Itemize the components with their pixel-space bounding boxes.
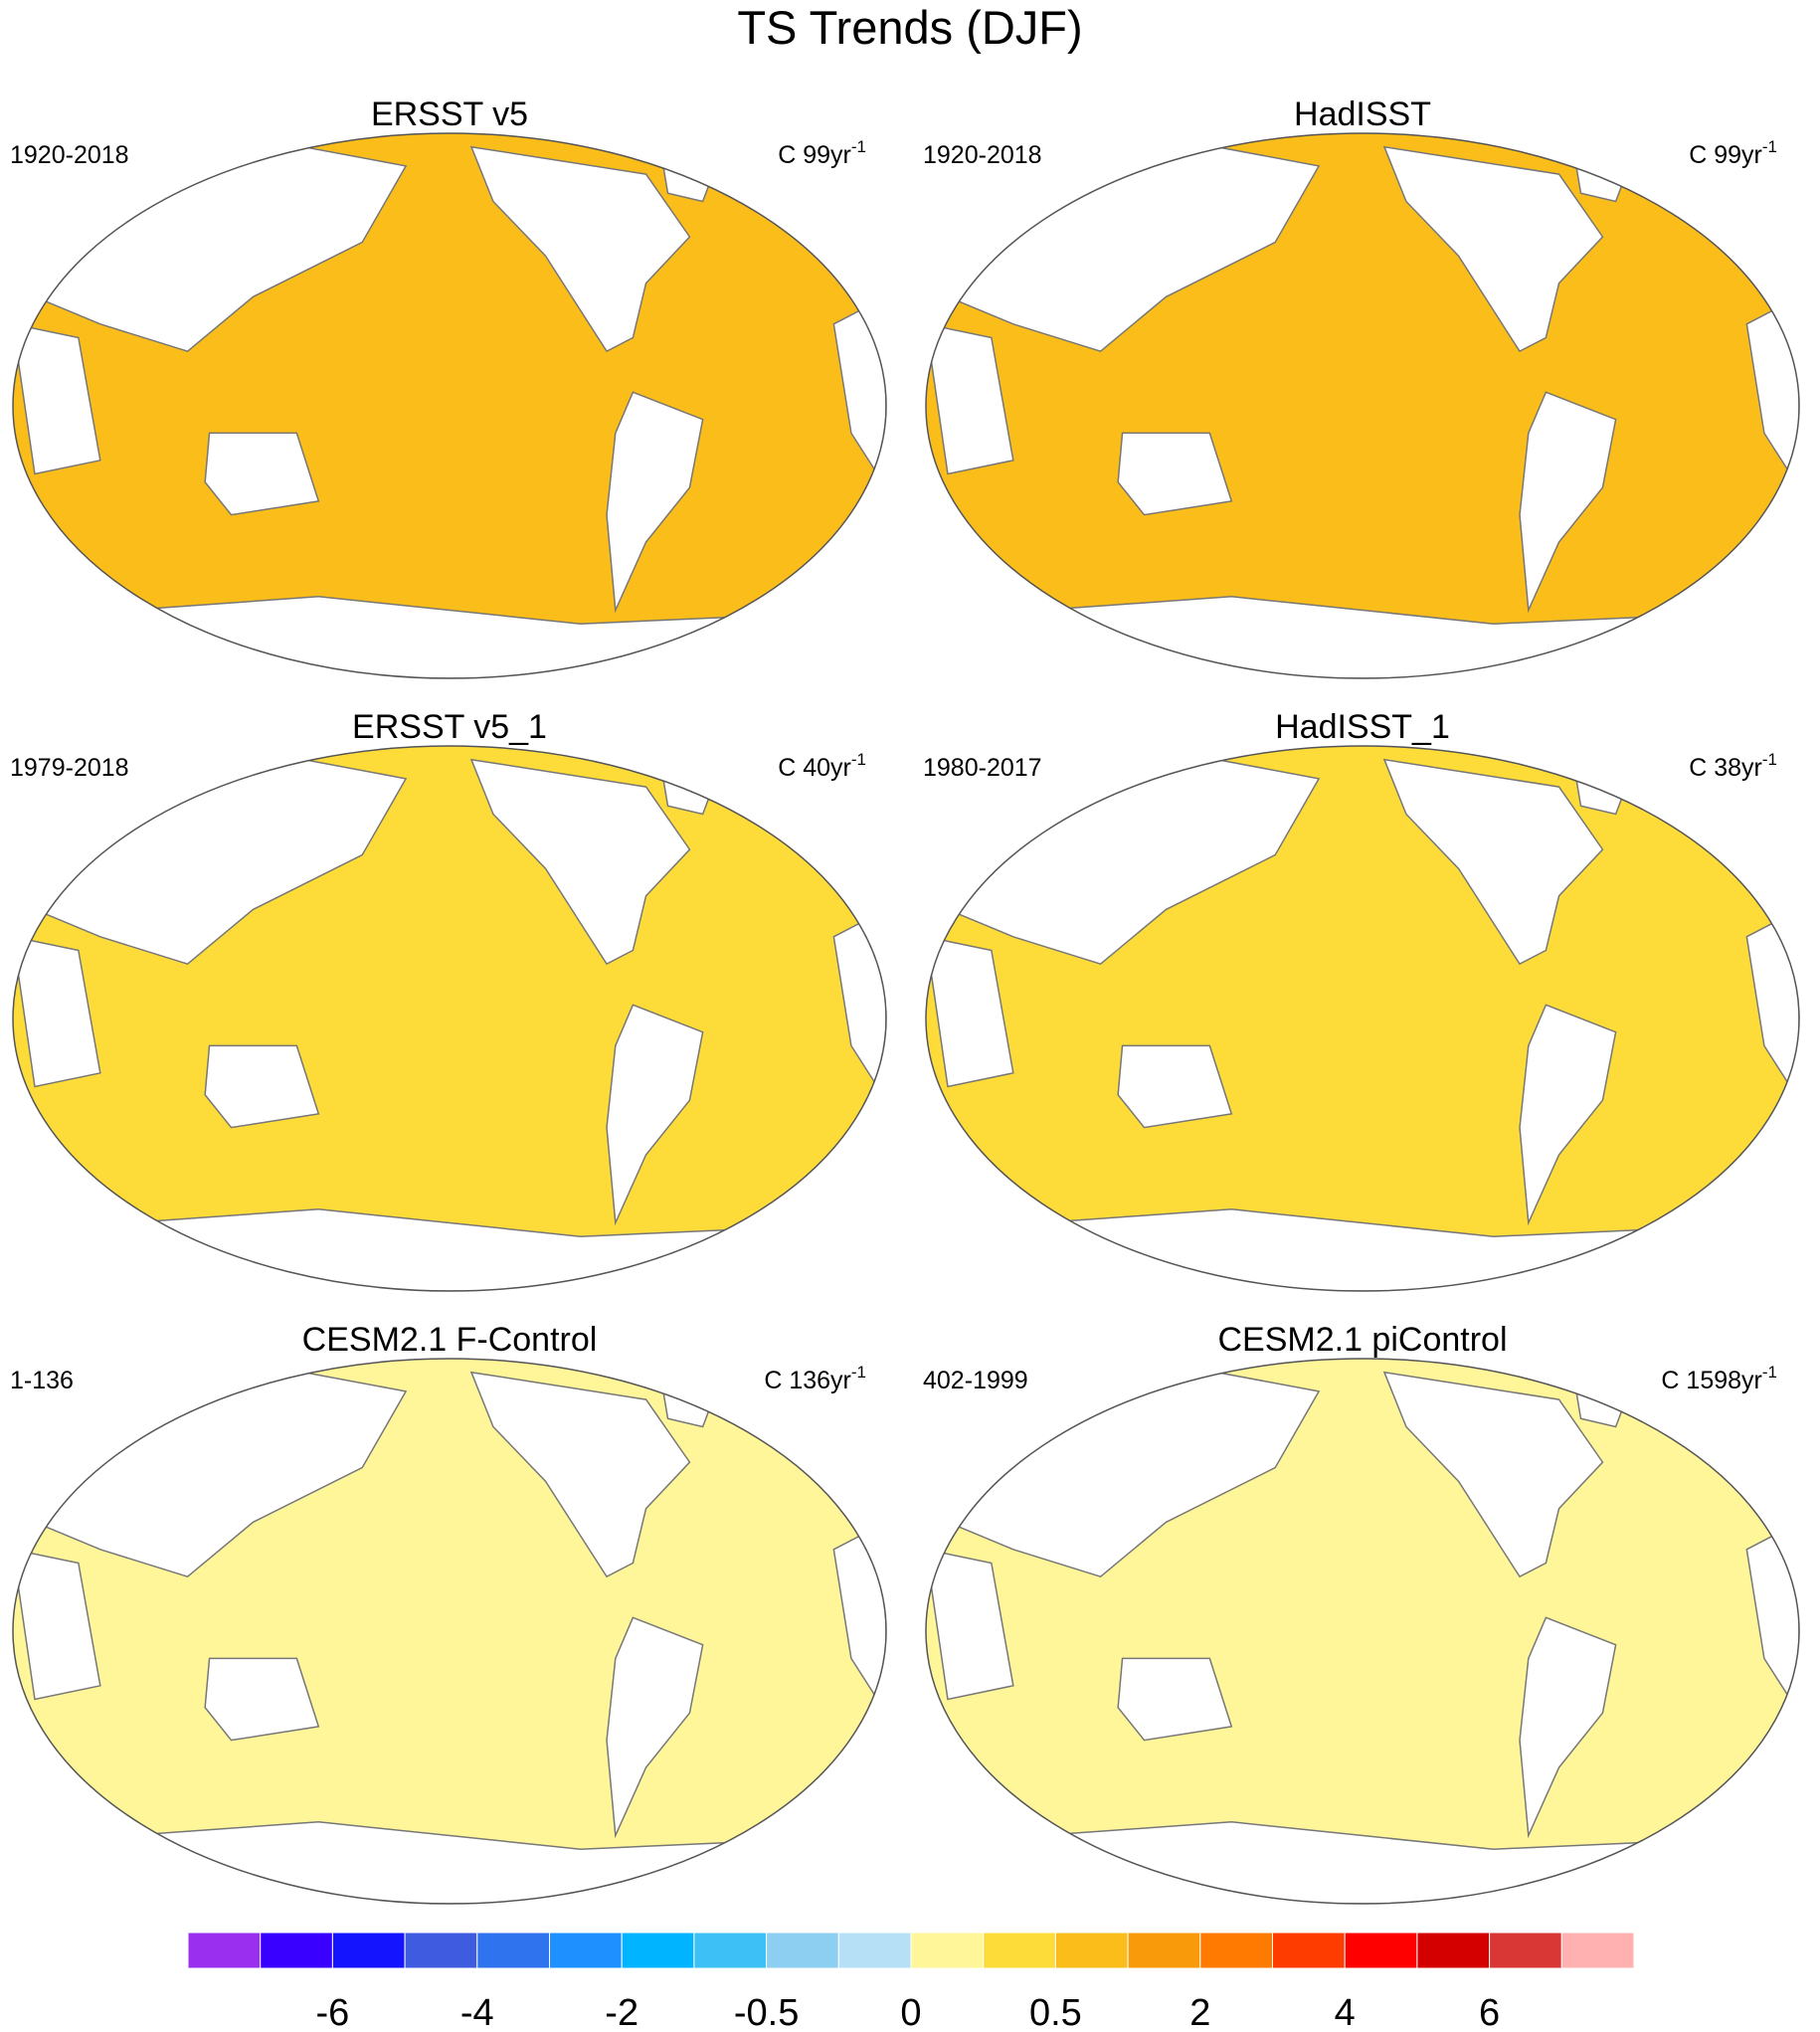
colorbar-box (1416, 1932, 1491, 1969)
land-mass (1519, 1004, 1617, 1226)
units-text: C 136yr (764, 1367, 851, 1394)
colorbar-box (404, 1932, 478, 1969)
map-outline (925, 745, 1800, 1292)
colorbar-label: 2 (1189, 1992, 1210, 2032)
land-mass (13, 1548, 101, 1701)
land-mass (1519, 1616, 1617, 1839)
land-mass (606, 391, 704, 614)
colorbar-box (549, 1932, 623, 1969)
colorbar-label: 0.5 (1029, 1992, 1082, 2032)
panel-period: 1980-2017 (923, 754, 1042, 782)
panel-period: 1979-2018 (10, 754, 129, 782)
land-mass (606, 1616, 704, 1839)
colorbar-box (621, 1932, 695, 1969)
colorbar-box (1272, 1932, 1346, 1969)
colorbar-box (1199, 1932, 1274, 1969)
colorbar-label: -4 (460, 1992, 494, 2032)
panel-period: 402-1999 (923, 1367, 1028, 1394)
colorbar-box (910, 1932, 985, 1969)
map-panel: ERSST v5 1920-2018 C 99yr-1 (10, 95, 887, 679)
units-exponent: -1 (1762, 137, 1777, 156)
units-exponent: -1 (851, 137, 866, 156)
colorbar-box (1127, 1932, 1201, 1969)
land-mass (469, 1371, 691, 1578)
units-text: C 99yr (778, 141, 851, 169)
units-exponent: -1 (851, 1363, 866, 1382)
panel-units: C 1598yr-1 (1661, 1363, 1777, 1394)
colorbar-box (1054, 1932, 1129, 1969)
units-text: C 40yr (778, 754, 851, 782)
land-mass (469, 758, 691, 966)
colorbar-label: -0.5 (734, 1992, 799, 2032)
colorbar: -6 -4 -2 -0.5 0 0.5 2 4 6 (187, 1932, 1635, 2032)
colorbar-label: 6 (1479, 1992, 1500, 2032)
map-panel: CESM2.1 piControl 402-1999 C 1598yr-1 (923, 1321, 1800, 1905)
land (926, 753, 1799, 1291)
land-mass (1117, 432, 1233, 516)
panel-units: C 99yr-1 (778, 137, 866, 169)
colorbar-box (260, 1932, 333, 1969)
land-mass (926, 1548, 1014, 1701)
land-mass (926, 935, 1014, 1088)
colorbar-label: 0 (900, 1992, 921, 2032)
units-exponent: -1 (1762, 1363, 1777, 1382)
map-outline (12, 1358, 887, 1905)
map-panel: HadISST 1920-2018 C 99yr-1 (923, 95, 1800, 679)
land-mass (469, 145, 691, 353)
units-exponent: -1 (851, 750, 866, 769)
map-outline (12, 745, 887, 1292)
panel-title: HadISST (1294, 95, 1431, 133)
colorbar-box (1489, 1932, 1562, 1969)
panel-title: HadISST_1 (1275, 708, 1450, 746)
panel-title: CESM2.1 piControl (1217, 1321, 1507, 1359)
land-mass (1117, 1657, 1233, 1742)
panel-title: CESM2.1 F-Control (302, 1321, 598, 1359)
panel-period: 1920-2018 (10, 141, 129, 169)
panel-units: C 136yr-1 (764, 1363, 866, 1394)
colorbar-box (837, 1932, 912, 1969)
colorbar-box (1344, 1932, 1418, 1969)
colorbar-label: -6 (316, 1992, 350, 2032)
land-mass (1382, 758, 1604, 966)
colorbar-box (187, 1932, 262, 1969)
land-mass (13, 935, 101, 1088)
figure-title: TS Trends (DJF) (737, 1, 1082, 54)
land-mass (13, 322, 101, 475)
map-outline (925, 132, 1800, 679)
panel-period: 1920-2018 (923, 141, 1042, 169)
panel-period: 1-136 (10, 1367, 74, 1394)
units-exponent: -1 (1762, 750, 1777, 769)
colorbar-box (331, 1932, 406, 1969)
map-outline (925, 1358, 1800, 1905)
panel-units: C 99yr-1 (1689, 137, 1777, 169)
panel-title: ERSST v5_1 (352, 708, 547, 746)
land-mass (1382, 1371, 1604, 1578)
panel-title: ERSST v5 (371, 95, 528, 133)
land-mass (926, 322, 1014, 475)
panel-units: C 38yr-1 (1689, 750, 1777, 782)
colorbar-box (476, 1932, 550, 1969)
colorbar-box (693, 1932, 768, 1969)
units-text: C 1598yr (1661, 1367, 1761, 1394)
land-mass (1382, 145, 1604, 353)
colorbar-box (1560, 1932, 1635, 1969)
panel-units: C 40yr-1 (778, 750, 866, 782)
map-panel: ERSST v5_1 1979-2018 C 40yr-1 (10, 708, 887, 1292)
units-text: C 38yr (1689, 754, 1762, 782)
land-mass (1519, 391, 1617, 614)
units-text: C 99yr (1689, 141, 1762, 169)
land-mass (1117, 1044, 1233, 1129)
map-panel: HadISST_1 1980-2017 C 38yr-1 (923, 708, 1800, 1292)
map-panel: CESM2.1 F-Control 1-136 C 136yr-1 (10, 1321, 887, 1905)
colorbar-box (983, 1932, 1056, 1969)
land-mass (606, 1004, 704, 1226)
land-mass (204, 1044, 320, 1129)
map-outline (12, 132, 887, 679)
land-mass (204, 1657, 320, 1742)
colorbar-box (766, 1932, 839, 1969)
colorbar-label: -2 (605, 1992, 638, 2032)
land-mass (204, 432, 320, 516)
colorbar-label: 4 (1335, 1992, 1356, 2032)
